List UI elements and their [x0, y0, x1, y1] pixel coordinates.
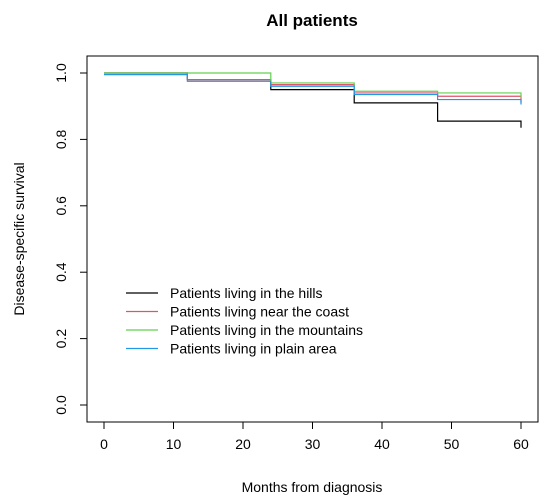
series-line — [104, 72, 522, 103]
x-tick-label: 60 — [513, 436, 529, 452]
x-axis: 0 10 20 30 40 50 60 — [100, 421, 529, 452]
legend: Patients living in the hills Patients liv… — [126, 285, 363, 357]
chart-title: All patients — [266, 11, 358, 30]
plot-area-frame — [86, 55, 539, 423]
x-tick-label: 10 — [166, 436, 182, 452]
y-tick-label: 0.8 — [53, 129, 69, 149]
y-tick-label: 0.6 — [53, 196, 69, 216]
y-tick-label: 0.2 — [53, 329, 69, 349]
x-tick-label: 40 — [374, 436, 390, 452]
series-line — [104, 72, 522, 128]
x-axis-label: Months from diagnosis — [242, 479, 383, 495]
series-line — [104, 74, 522, 105]
y-axis-label: Disease-specific survival — [11, 162, 27, 315]
y-tick-label: 0.4 — [53, 262, 69, 282]
legend-label: Patients living in plain area — [170, 341, 337, 357]
x-tick-label: 50 — [444, 436, 460, 452]
x-tick-label: 30 — [305, 436, 321, 452]
x-tick-label: 0 — [100, 436, 108, 452]
legend-label: Patients living in the hills — [170, 285, 323, 301]
x-tick-label: 20 — [235, 436, 251, 452]
series-line — [104, 72, 522, 98]
y-tick-label: 0.0 — [53, 395, 69, 415]
legend-label: Patients living near the coast — [170, 304, 349, 320]
legend-label: Patients living in the mountains — [170, 322, 363, 338]
series-layer — [104, 72, 522, 128]
y-tick-label: 1.0 — [53, 63, 69, 83]
y-axis: 0.0 0.2 0.4 0.6 0.8 1.0 — [53, 63, 88, 415]
